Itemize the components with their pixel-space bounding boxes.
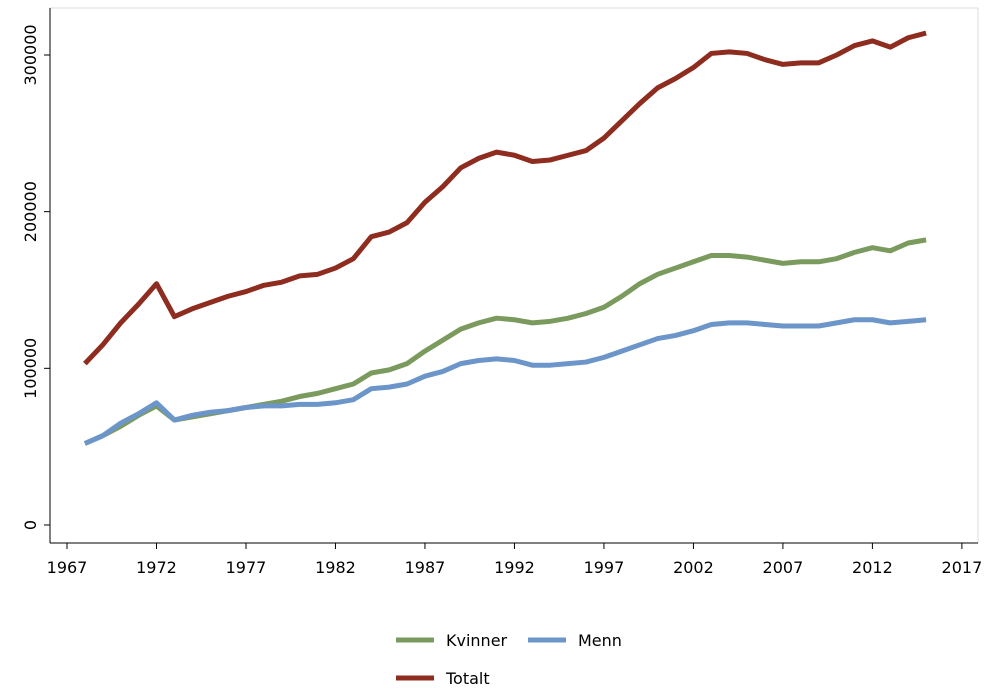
x-tick-label: 2017 — [942, 558, 983, 577]
y-tick-label: 200000 — [21, 181, 40, 242]
x-tick-label: 2007 — [763, 558, 804, 577]
line — [83, 30, 927, 366]
y-tick-label: 100000 — [21, 338, 40, 399]
legend-label: Menn — [578, 631, 622, 650]
x-tick-label: 1997 — [584, 558, 625, 577]
line — [83, 317, 927, 446]
x-tick-label: 1972 — [136, 558, 177, 577]
x-tick-label: 2002 — [673, 558, 714, 577]
x-tick-label: 1977 — [226, 558, 267, 577]
x-tick-label: 2012 — [852, 558, 893, 577]
x-tick-label: 1987 — [405, 558, 446, 577]
x-tick-label: 1982 — [315, 558, 356, 577]
x-tick-label: 1992 — [494, 558, 535, 577]
x-tick-label: 1967 — [47, 558, 88, 577]
y-tick-label: 300000 — [21, 24, 40, 85]
plot-frame — [49, 7, 979, 544]
legend-label: Totalt — [445, 669, 490, 688]
y-tick-label: 0 — [21, 520, 40, 530]
legend-label: Kvinner — [446, 631, 508, 650]
